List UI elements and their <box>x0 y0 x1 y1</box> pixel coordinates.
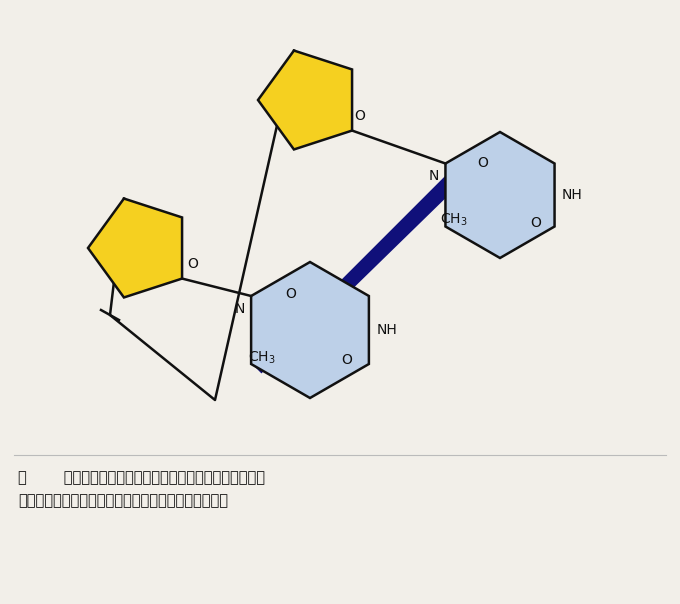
Text: N: N <box>235 302 245 316</box>
Text: 产生。在光复活作用中，光解酶切割两个深蓝色的键。: 产生。在光复活作用中，光解酶切割两个深蓝色的键。 <box>18 493 228 508</box>
Text: CH$_3$: CH$_3$ <box>440 212 468 228</box>
Text: NH: NH <box>562 188 582 202</box>
Polygon shape <box>445 132 555 258</box>
Text: O: O <box>478 156 489 170</box>
Text: NH: NH <box>377 323 398 337</box>
Polygon shape <box>88 199 182 297</box>
Text: O: O <box>341 353 352 367</box>
Text: O: O <box>286 287 296 301</box>
Polygon shape <box>258 51 352 149</box>
Text: O: O <box>354 109 365 123</box>
Text: N: N <box>429 169 439 182</box>
Text: O: O <box>530 216 541 230</box>
Polygon shape <box>251 262 369 398</box>
Text: O: O <box>187 257 198 271</box>
Text: 图        胸腺嘧啶二聚体。胸腺嘧啶二聚体由于紫外线辐射而: 图 胸腺嘧啶二聚体。胸腺嘧啶二聚体由于紫外线辐射而 <box>18 470 265 485</box>
Text: CH$_3$: CH$_3$ <box>248 350 275 366</box>
